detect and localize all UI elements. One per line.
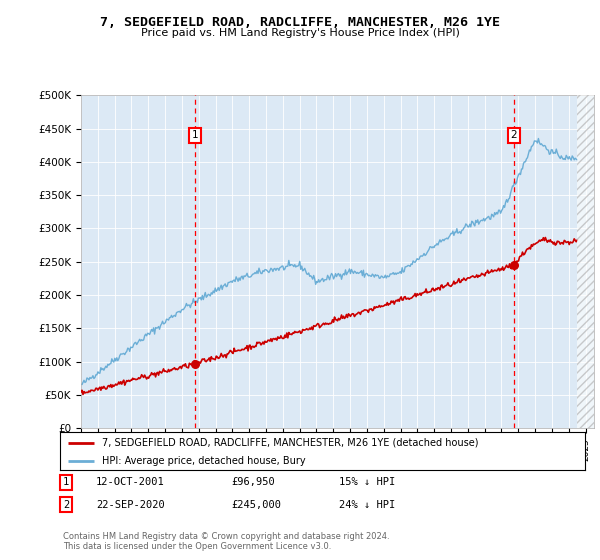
Text: 12-OCT-2001: 12-OCT-2001 <box>96 477 165 487</box>
Text: 7, SEDGEFIELD ROAD, RADCLIFFE, MANCHESTER, M26 1YE (detached house): 7, SEDGEFIELD ROAD, RADCLIFFE, MANCHESTE… <box>102 438 479 448</box>
Bar <box>577 95 594 428</box>
Text: 15% ↓ HPI: 15% ↓ HPI <box>339 477 395 487</box>
Text: £245,000: £245,000 <box>231 500 281 510</box>
Text: 2: 2 <box>63 500 69 510</box>
Text: 1: 1 <box>192 130 199 140</box>
Text: Contains HM Land Registry data © Crown copyright and database right 2024.
This d: Contains HM Land Registry data © Crown c… <box>63 532 389 552</box>
Text: 7, SEDGEFIELD ROAD, RADCLIFFE, MANCHESTER, M26 1YE: 7, SEDGEFIELD ROAD, RADCLIFFE, MANCHESTE… <box>100 16 500 29</box>
Text: 22-SEP-2020: 22-SEP-2020 <box>96 500 165 510</box>
Text: 1: 1 <box>63 477 69 487</box>
Text: 24% ↓ HPI: 24% ↓ HPI <box>339 500 395 510</box>
Text: HPI: Average price, detached house, Bury: HPI: Average price, detached house, Bury <box>102 456 305 466</box>
Text: £96,950: £96,950 <box>231 477 275 487</box>
Text: Price paid vs. HM Land Registry's House Price Index (HPI): Price paid vs. HM Land Registry's House … <box>140 28 460 38</box>
Text: 2: 2 <box>510 130 517 140</box>
